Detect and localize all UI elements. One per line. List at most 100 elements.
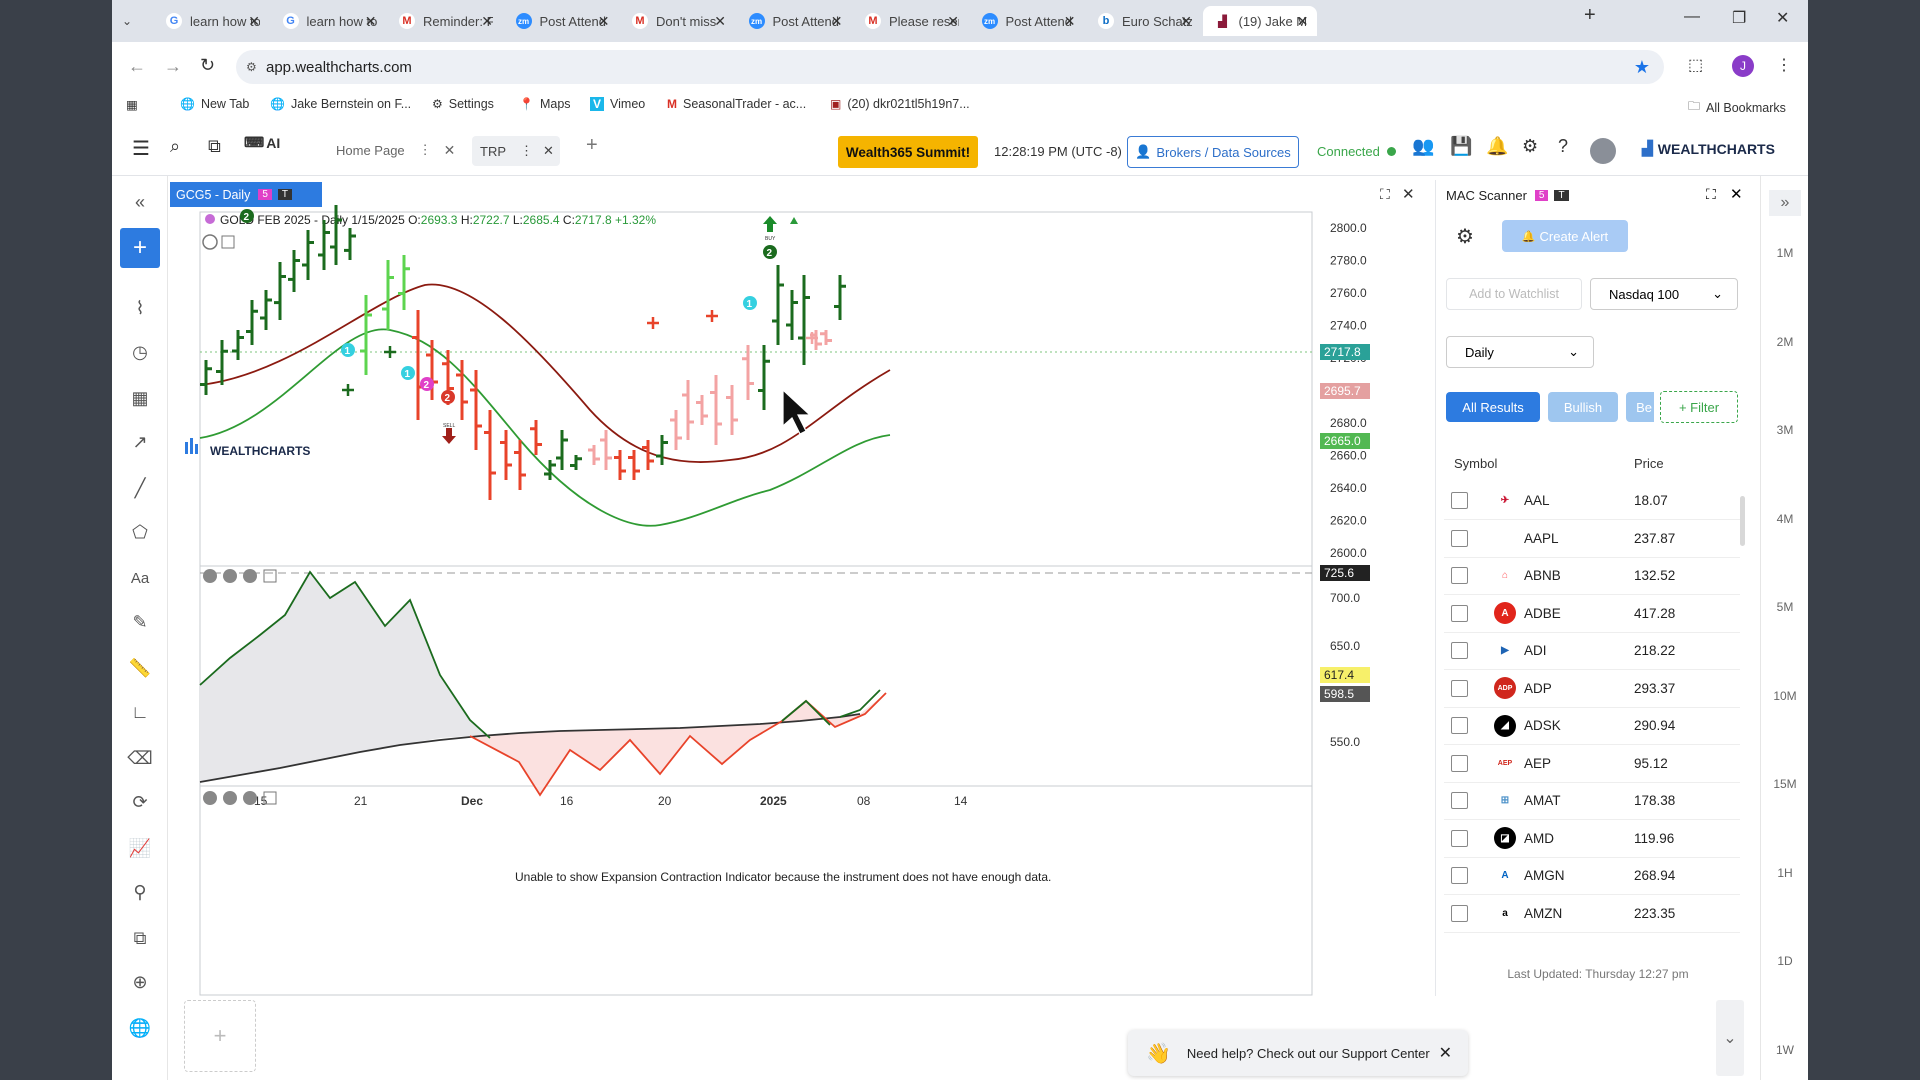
col-price[interactable]: Price — [1634, 456, 1664, 471]
site-info-icon[interactable]: ⚙ — [246, 60, 257, 74]
table-row[interactable]: AEP AEP 95.12 — [1436, 745, 1748, 782]
brokers-button[interactable]: 👤 Brokers / Data Sources — [1127, 136, 1299, 168]
bookmark-jake[interactable]: 🌐 Jake Bernstein on F... — [270, 97, 412, 111]
timeframe-option[interactable]: 5M — [1776, 600, 1794, 614]
expand-pane-icon[interactable] — [243, 791, 257, 805]
ai-button[interactable]: ⌨ AI — [244, 134, 281, 151]
row-checkbox[interactable] — [1451, 642, 1468, 659]
timeframe-option[interactable]: 1M — [1776, 246, 1794, 260]
settings-circle-icon[interactable] — [202, 234, 218, 250]
close-tab-icon[interactable]: ✕ — [1296, 12, 1309, 29]
minimize-button[interactable]: — — [1684, 8, 1700, 25]
price-chart[interactable]: GOLD FEB 2025 - Daily 1/15/2025 O:2693.3… — [170, 180, 1472, 996]
close-icon[interactable]: ✕ — [1730, 186, 1743, 203]
bookmark-star-icon[interactable]: ★ — [1633, 56, 1650, 77]
trend-icon[interactable]: ↗ — [132, 431, 148, 452]
add-icon[interactable]: + — [120, 228, 160, 268]
browser-tab[interactable]: ▟ (19) Jake M ✕ — [1202, 6, 1317, 36]
timeframe-option[interactable]: 1W — [1776, 1042, 1794, 1057]
search-icon[interactable]: ⌕ — [170, 136, 181, 156]
browser-tab[interactable]: M Reminder: F ✕ — [387, 6, 501, 36]
browser-tab[interactable]: zm Post Attend ✕ — [737, 6, 851, 36]
close-tab-icon[interactable]: ✕ — [364, 12, 377, 29]
bookmark-settings[interactable]: ⚙ Settings — [432, 97, 494, 111]
chart-symbol-tab[interactable]: GCG5 - Daily 5 T — [170, 182, 322, 207]
close-tab-icon[interactable]: ✕ — [597, 12, 610, 29]
community-icon[interactable]: 👥 — [1412, 136, 1435, 156]
calendar-icon[interactable]: ▦ — [131, 387, 149, 408]
filter-bullish[interactable]: Bullish — [1548, 392, 1618, 422]
add-panel-button[interactable]: + — [184, 1000, 256, 1072]
col-symbol[interactable]: Symbol — [1454, 456, 1498, 471]
tab-options-icon[interactable]: ⋮ — [520, 143, 533, 158]
filter-all-results[interactable]: All Results — [1446, 392, 1540, 422]
ruler-icon[interactable]: 📏 — [128, 657, 152, 678]
gear-icon[interactable]: ⚙ — [1522, 136, 1539, 156]
close-tab-icon[interactable]: ✕ — [543, 143, 554, 158]
layouts-icon[interactable]: ⧉ — [208, 136, 221, 156]
tab-trp[interactable]: TRP ⋮ ✕ — [472, 136, 560, 166]
row-checkbox[interactable] — [1451, 792, 1468, 809]
settings-circle-icon[interactable] — [203, 791, 217, 805]
clock-icon[interactable]: ◷ — [132, 341, 148, 362]
menu-dots-icon[interactable]: ⋮ — [1776, 57, 1792, 74]
row-checkbox[interactable] — [1451, 904, 1468, 922]
close-tab-icon[interactable]: ✕ — [1180, 12, 1192, 29]
help-icon[interactable]: ? — [1558, 136, 1569, 156]
add-filter-button[interactable]: + Filter — [1660, 391, 1738, 423]
tab-options-icon[interactable]: ⋮ — [418, 142, 432, 157]
close-window-button[interactable]: ✕ — [1776, 10, 1790, 27]
table-row[interactable]: A ADBE 417.28 — [1436, 595, 1748, 632]
table-row[interactable]: ▶ ADI 218.22 — [1436, 632, 1748, 669]
table-row[interactable]: A AMGN 268.94 — [1436, 857, 1748, 894]
close-tab-icon[interactable]: ✕ — [714, 12, 726, 29]
browser-tab[interactable]: b Euro Schatz ✕ — [1086, 6, 1200, 36]
all-bookmarks[interactable]: 🗀 All Bookmarks — [1688, 97, 1786, 118]
collapse-pane-icon[interactable] — [223, 791, 237, 805]
gear-icon[interactable]: ⚙ — [1456, 226, 1474, 248]
bookmark-seasonal[interactable]: M SeasonalTrader - ac... — [667, 97, 807, 111]
profile-avatar[interactable]: J — [1732, 55, 1754, 77]
brush-icon[interactable]: ✎ — [132, 611, 148, 632]
row-checkbox[interactable] — [1451, 492, 1468, 509]
browser-tab[interactable]: M Please reser ✕ — [853, 6, 967, 36]
node-icon[interactable]: ⚲ — [133, 881, 147, 902]
interval-select[interactable]: Daily ⌄ — [1446, 336, 1594, 368]
chart-panel[interactable]: GCG5 - Daily 5 T ⛶ ✕ GOLD FEB 2025 - Dai… — [170, 180, 1472, 996]
expand-icon[interactable]: ⛶ — [1706, 186, 1716, 202]
bookmark-new-tab[interactable]: 🌐 New Tab — [180, 97, 250, 111]
angle-icon[interactable]: ∟ — [131, 701, 149, 722]
close-toast-icon[interactable]: ✕ — [1438, 1045, 1452, 1062]
table-row[interactable]: ⌂ ABNB 132.52 — [1436, 557, 1748, 594]
browser-tab[interactable]: M Don't miss ✕ — [620, 6, 734, 36]
table-row[interactable]: ADP ADP 293.37 — [1436, 670, 1748, 707]
index-select[interactable]: Nasdaq 100 ⌄ — [1590, 278, 1738, 310]
close-tab-icon[interactable]: ✕ — [481, 12, 493, 29]
hamburger-menu-icon[interactable]: ☰ — [132, 138, 150, 160]
summit-button[interactable]: Wealth365 Summit! — [838, 136, 978, 168]
timeframe-option[interactable]: 4M — [1776, 511, 1794, 526]
bookmark-vimeo[interactable]: V Vimeo — [590, 97, 645, 111]
indicator-icon[interactable]: 📈 — [128, 837, 152, 858]
apps-grid-icon[interactable]: ▦ — [126, 98, 138, 112]
collapse-pane-icon[interactable] — [223, 569, 237, 583]
save-icon[interactable]: 💾 — [1450, 136, 1473, 156]
row-checkbox[interactable] — [1451, 604, 1468, 622]
row-checkbox[interactable] — [1451, 679, 1468, 697]
collapse-right-icon[interactable]: » — [1769, 190, 1801, 216]
crosshair-icon[interactable]: ⊕ — [132, 971, 148, 992]
table-row[interactable]: AAPL 237.87 — [1436, 520, 1748, 557]
add-tab-button[interactable]: + — [586, 134, 598, 156]
table-row[interactable]: ✈ AAL 18.07 — [1436, 482, 1748, 519]
timeframe-option[interactable]: 1D — [1777, 954, 1793, 968]
table-row[interactable]: ⊞ AMAT 178.38 — [1436, 782, 1748, 819]
row-checkbox[interactable] — [1451, 867, 1468, 884]
timeframe-option[interactable]: 1H — [1777, 865, 1793, 880]
create-alert-button[interactable]: 🔔 Create Alert — [1502, 220, 1628, 252]
new-tab-button[interactable]: + — [1584, 4, 1596, 26]
table-row[interactable]: ◢ ADSK 290.94 — [1436, 707, 1748, 744]
expand-pane-icon[interactable] — [243, 569, 257, 583]
text-tool-icon[interactable]: Aa — [130, 569, 150, 587]
bell-icon[interactable]: 🔔 — [1486, 136, 1509, 156]
